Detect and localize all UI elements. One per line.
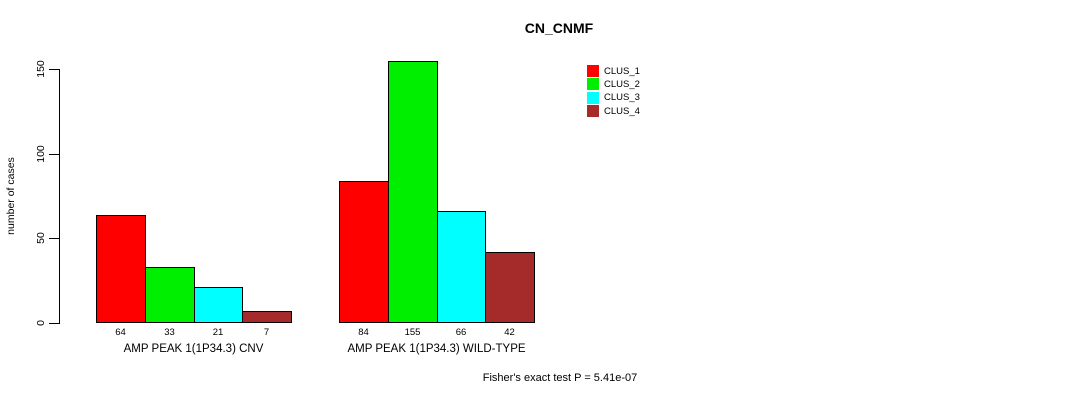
y-tick-label: 100: [35, 144, 47, 163]
bar-clus_2-group1: [145, 267, 195, 323]
bar-clus_1-group1: [96, 215, 146, 323]
y-tick-mark: [49, 69, 59, 70]
bar-clus_4-group2: [485, 252, 535, 323]
bar-value-label: 7: [263, 327, 270, 338]
y-tick-mark: [49, 323, 59, 324]
legend-swatch-clus_3: [587, 91, 599, 104]
legend-item-clus_3: CLUS_3: [587, 91, 640, 104]
legend-swatch-clus_4: [587, 105, 599, 118]
y-tick-label: 150: [35, 60, 47, 78]
legend-swatch-clus_2: [587, 78, 599, 91]
bar-value-label: 155: [404, 327, 421, 338]
legend-label: CLUS_4: [604, 105, 640, 117]
bar-value-label: 64: [115, 327, 126, 338]
y-axis-line: [59, 69, 60, 324]
bar-clus_4-group1: [242, 311, 292, 323]
bar-clus_3-group1: [194, 287, 243, 323]
y-tick-label: 50: [35, 232, 47, 245]
legend-item-clus_4: CLUS_4: [587, 105, 640, 118]
bar-value-label: 66: [455, 327, 467, 338]
legend-item-clus_2: CLUS_2: [587, 78, 640, 91]
legend-label: CLUS_3: [604, 92, 640, 104]
bar-clus_2-group2: [388, 61, 438, 323]
x-category-label: AMP PEAK 1(1P34.3) WILD-TYPE: [347, 343, 526, 355]
annotation-text: Fisher's exact test P = 5.41e-07: [482, 372, 638, 384]
y-tick-label: 0: [35, 320, 47, 326]
bar-value-label: 84: [358, 327, 369, 338]
legend-label: CLUS_2: [604, 78, 640, 90]
bar-clus_1-group2: [339, 181, 389, 323]
bar-value-label: 33: [164, 327, 175, 338]
x-category-label: AMP PEAK 1(1P34.3) CNV: [123, 343, 264, 355]
y-tick-mark: [49, 238, 59, 240]
legend-item-clus_1: CLUS_1: [587, 65, 640, 77]
chart-title: CN_CNMF: [524, 20, 594, 36]
legend-label: CLUS_1: [604, 65, 640, 77]
y-tick-mark: [49, 153, 59, 155]
y-axis-label: number of cases: [5, 157, 17, 235]
bar-value-label: 42: [504, 327, 515, 338]
bar-value-label: 21: [212, 327, 224, 338]
legend-swatch-clus_1: [587, 65, 599, 77]
bar-clus_3-group2: [437, 211, 486, 323]
